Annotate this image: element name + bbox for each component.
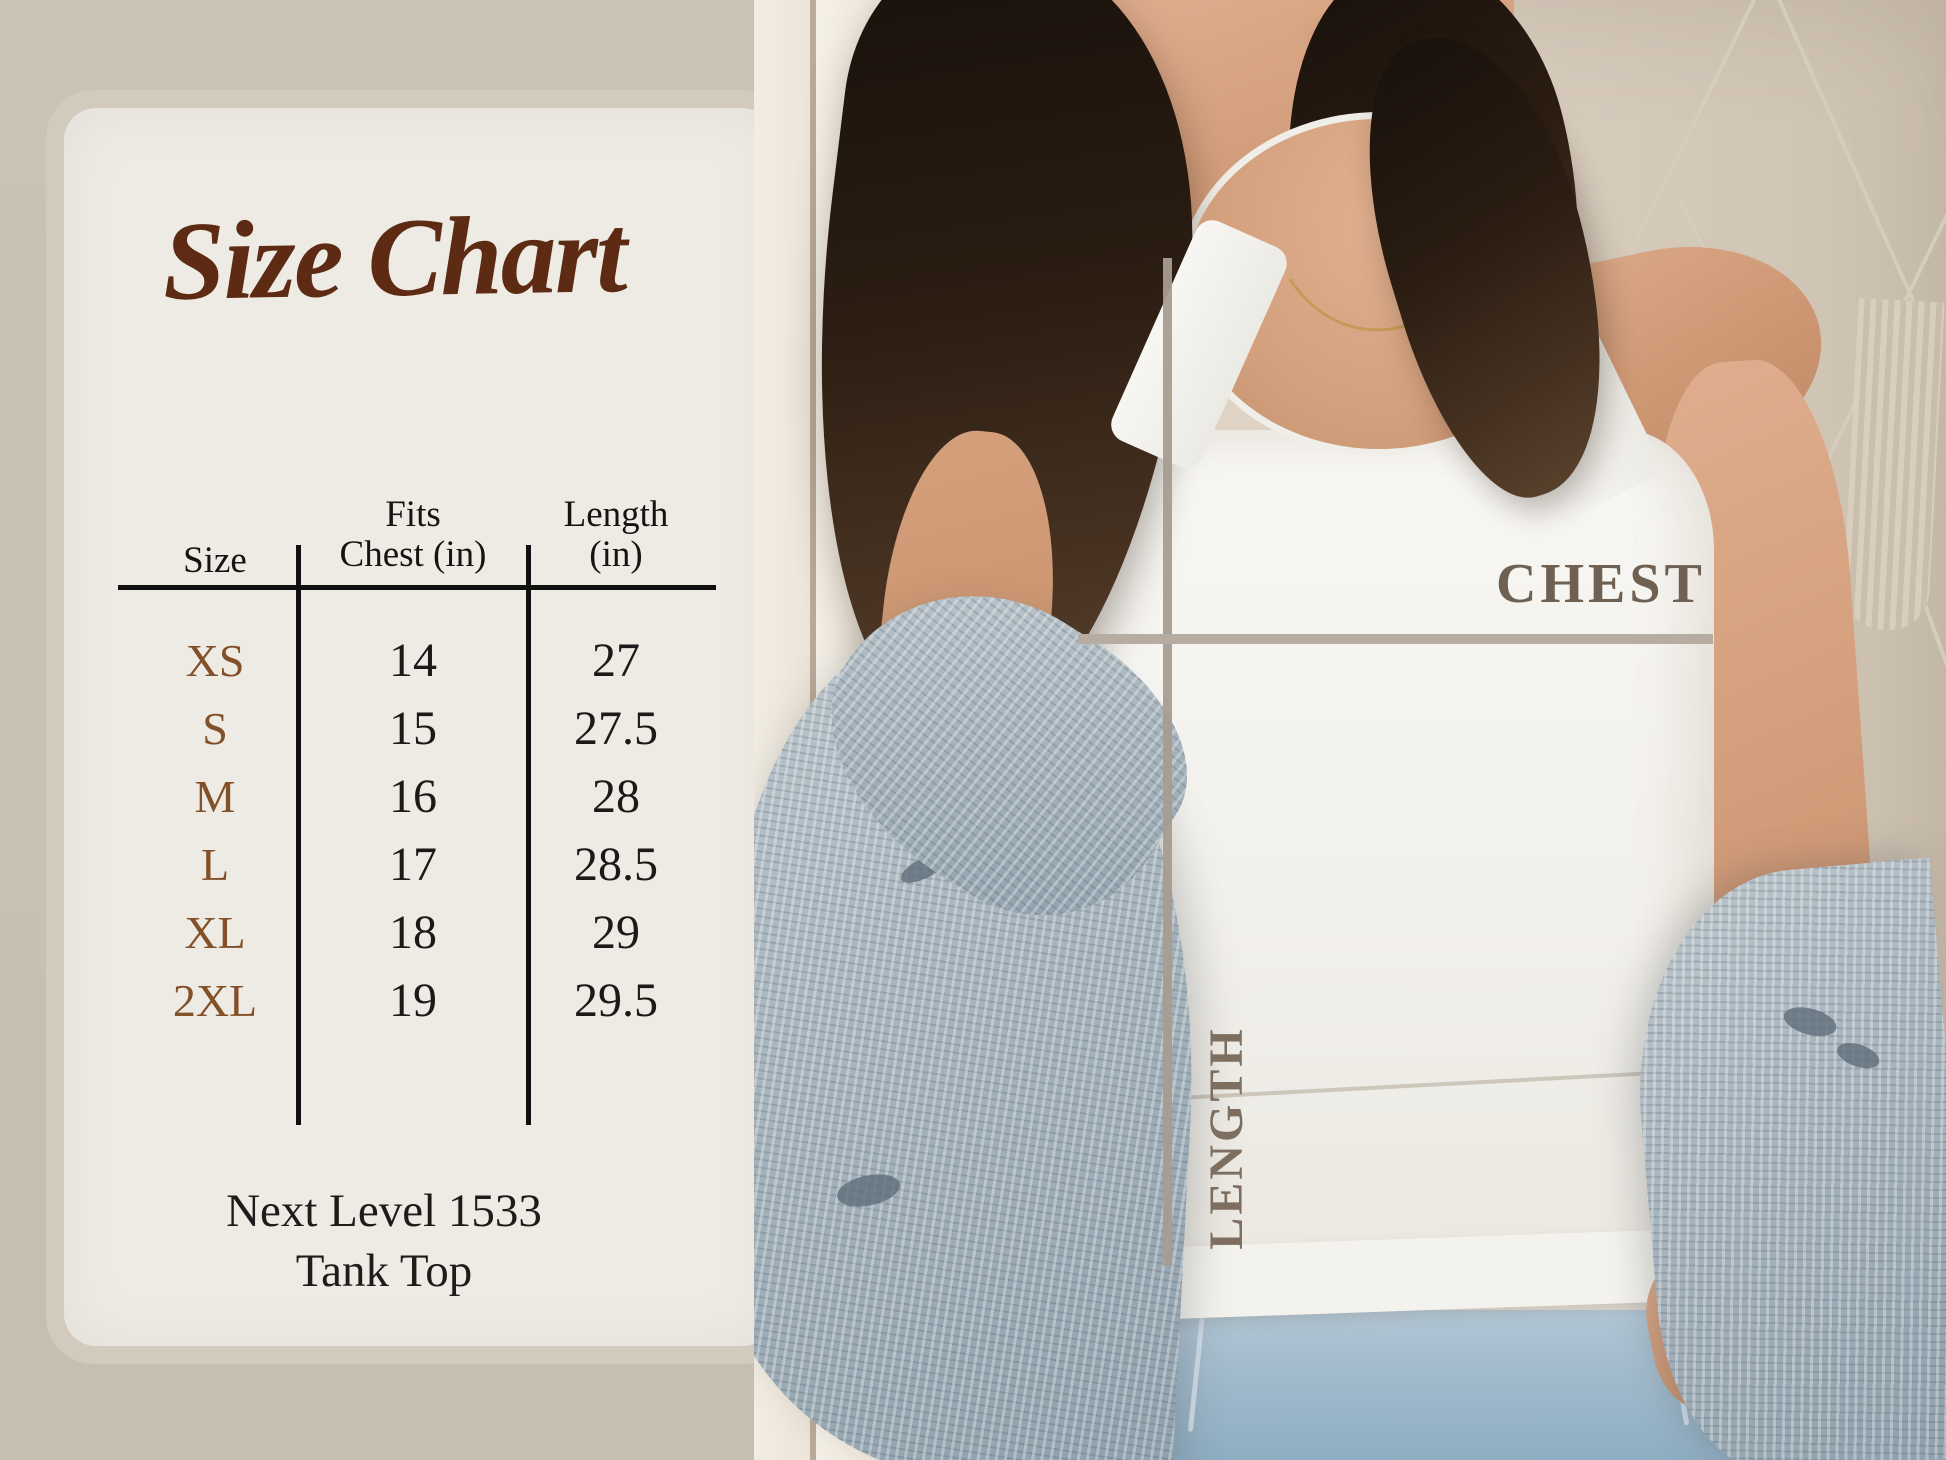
table-header-row: Size Fits Chest (in) Length (in) xyxy=(66,495,704,581)
table-row: XS 14 27 xyxy=(66,626,704,694)
length-cell: 27 xyxy=(592,633,640,687)
chest-cell: 17 xyxy=(389,837,437,891)
length-cell: 29.5 xyxy=(574,973,658,1027)
chest-measure-line xyxy=(1078,634,1713,644)
chest-label: CHEST xyxy=(1496,553,1706,615)
chest-cell: 19 xyxy=(389,973,437,1027)
table-column-divider-1 xyxy=(296,545,301,1125)
header-length: Length (in) xyxy=(563,494,669,575)
size-chart-title: Size Chart xyxy=(161,191,627,325)
model-photo: CHEST LENGTH xyxy=(754,0,1946,1460)
product-name-line1: Next Level 1533 xyxy=(226,1185,542,1237)
product-name-line2: Tank Top xyxy=(295,1245,473,1297)
table-row: 2XL 19 29.5 xyxy=(66,966,704,1034)
length-cell: 28.5 xyxy=(574,837,658,891)
length-measure-line xyxy=(1163,258,1172,1266)
size-cell: 2XL xyxy=(172,974,258,1026)
size-chart-card: Size Chart Size Fits Chest (in) Length (… xyxy=(64,108,774,1346)
table-row: L 17 28.5 xyxy=(66,830,704,898)
size-cell: XS xyxy=(185,634,245,686)
chest-cell: 14 xyxy=(389,633,437,687)
length-label-wrap: LENGTH xyxy=(1196,1026,1256,1250)
header-fits-chest: Fits Chest (in) xyxy=(339,494,487,575)
table-row: S 15 27.5 xyxy=(66,694,704,762)
length-cell: 28 xyxy=(592,769,640,823)
table-row: XL 18 29 xyxy=(66,898,704,966)
size-cell: L xyxy=(200,838,230,890)
macrame-tassel xyxy=(1841,297,1945,633)
size-cell: M xyxy=(194,770,236,822)
length-cell: 29 xyxy=(592,905,640,959)
chest-cell: 15 xyxy=(389,701,437,755)
table-body: XS 14 27 S 15 27.5 M 16 28 L 17 28.5 XL 18 29 2XL 19 29.5 xyxy=(66,626,704,1034)
table-row: M 16 28 xyxy=(66,762,704,830)
length-cell: 27.5 xyxy=(574,701,658,755)
chest-cell: 18 xyxy=(389,905,437,959)
table-header-rule xyxy=(118,585,716,590)
header-size: Size xyxy=(183,540,247,581)
length-label: LENGTH xyxy=(1199,1026,1253,1250)
size-cell: S xyxy=(202,702,228,754)
table-column-divider-2 xyxy=(526,545,531,1125)
chest-cell: 16 xyxy=(389,769,437,823)
size-cell: XL xyxy=(184,906,246,958)
